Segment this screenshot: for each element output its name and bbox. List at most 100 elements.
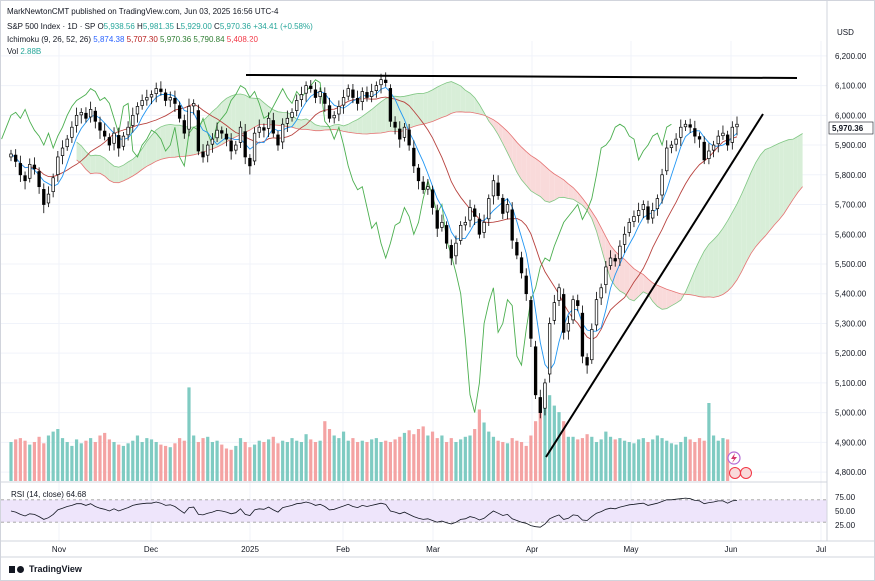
event-icons[interactable] — [727, 451, 752, 479]
candle-body — [557, 287, 561, 301]
volume-bar — [356, 442, 360, 481]
volume-legend[interactable]: Vol 2.88B — [7, 47, 41, 57]
volume-bar — [473, 429, 477, 481]
ichimoku-label[interactable]: Ichimoku (9, 26, 52, 26) — [7, 35, 92, 44]
candle-body — [576, 300, 580, 306]
candle-body — [229, 140, 233, 152]
trendlines[interactable] — [245, 74, 798, 458]
volume-bar — [697, 438, 702, 481]
volume-bar — [51, 431, 55, 481]
candle-body — [126, 126, 130, 136]
candle-body — [669, 144, 674, 148]
symbol-legend[interactable]: S&P 500 Index · 1D · SP O5,938.56 H5,981… — [7, 22, 313, 32]
candle-body — [149, 94, 154, 98]
volume-bar — [182, 440, 186, 481]
volume-bar — [491, 436, 496, 481]
x-tick-label: 2025 — [241, 545, 259, 554]
volume-bar — [627, 442, 631, 481]
volume-bar — [28, 444, 32, 481]
cloud-segment — [217, 102, 222, 147]
candle-body — [618, 245, 622, 260]
y-axis-ticks[interactable]: 6,200.00 6,100.00 6,000.00 5,900.00 5,800.00… — [835, 52, 867, 477]
support-trendline[interactable] — [545, 113, 764, 458]
cloud-segment — [371, 105, 377, 134]
volume-bar — [65, 442, 69, 481]
candle-body — [402, 126, 407, 138]
volume-bar — [693, 442, 697, 481]
tradingview-brand[interactable]: TradingView — [9, 564, 82, 574]
cloud-segment — [423, 92, 428, 125]
cloud-segment — [788, 139, 794, 207]
volume-bar — [229, 449, 233, 481]
candle-body — [262, 127, 266, 131]
volume-bar — [112, 442, 116, 481]
candle-body — [84, 112, 88, 119]
flag-icon-2[interactable] — [740, 467, 752, 479]
cloud-segment — [432, 87, 438, 122]
cloud-segment — [530, 155, 536, 194]
candle-body — [519, 257, 524, 274]
candle-body — [543, 382, 547, 409]
cloud-segment — [568, 183, 574, 200]
volume-bar — [384, 440, 388, 481]
y-tick-label: 5,700.00 — [835, 201, 867, 210]
cloud-segment — [296, 119, 302, 130]
candle-body — [346, 88, 350, 97]
candle-body — [107, 137, 112, 146]
volume-bar — [313, 442, 318, 481]
candle-body — [533, 346, 538, 396]
cloud-segment — [249, 97, 255, 131]
cloud-segment — [699, 251, 705, 298]
flag-icon[interactable] — [729, 467, 741, 479]
volume-bar — [23, 440, 27, 481]
candle-body — [651, 210, 655, 219]
candle-body — [646, 206, 650, 220]
cloud-segment — [277, 111, 283, 126]
cloud-segment — [559, 176, 564, 198]
ichimoku-kijun-value: 5,707.30 — [126, 35, 158, 44]
x-axis-ticks[interactable]: Nov Dec 2025 Feb Mar Apr May Jun Jul — [52, 545, 826, 554]
cloud-segment — [638, 271, 644, 297]
candle-body — [257, 126, 261, 133]
cloud-segment — [184, 126, 189, 157]
cloud-segment — [793, 136, 798, 200]
currency-label[interactable]: USD — [837, 28, 854, 37]
cloud-segment — [718, 228, 723, 297]
cloud-segment — [99, 155, 105, 177]
rsi-axis-ticks[interactable]: 75.00 50.00 25.00 — [835, 493, 856, 530]
cloud-segment — [128, 159, 133, 179]
volume-bar — [402, 432, 407, 481]
cloud-segment — [85, 151, 91, 174]
cloud-segment — [362, 112, 367, 134]
volume-bar — [117, 444, 121, 481]
resistance-trendline[interactable] — [245, 74, 798, 79]
candle-body — [552, 302, 556, 321]
volume-bar — [599, 439, 603, 481]
cloud-segment — [601, 227, 606, 265]
axes[interactable] — [1, 1, 874, 558]
cloud-segment — [783, 139, 789, 214]
volume-bar — [459, 439, 463, 481]
ichimoku-legend[interactable]: Ichimoku (9, 26, 52, 26) 5,874.38 5,707.… — [7, 35, 258, 45]
volume-bar — [206, 436, 210, 481]
volume-bar — [594, 442, 599, 481]
cloud-segment — [118, 165, 124, 183]
symbol-name[interactable]: S&P 500 Index · 1D · SP — [7, 22, 96, 31]
candle-body — [210, 138, 215, 145]
cloud-segment — [629, 264, 634, 301]
candle-body — [140, 100, 144, 106]
volume-bar — [267, 439, 271, 481]
volume-bar — [557, 412, 561, 481]
volume-label[interactable]: Vol — [7, 47, 19, 56]
volume-bar — [89, 438, 93, 481]
cloud-segment — [156, 126, 161, 162]
y-tick-label: 5,000.00 — [835, 409, 867, 418]
candle-body — [18, 163, 23, 176]
volume-bar — [238, 438, 243, 481]
candle-body — [304, 85, 308, 94]
volume-bar — [538, 397, 542, 481]
lightning-icon-glyph — [731, 453, 737, 463]
cloud-segment — [437, 84, 442, 120]
